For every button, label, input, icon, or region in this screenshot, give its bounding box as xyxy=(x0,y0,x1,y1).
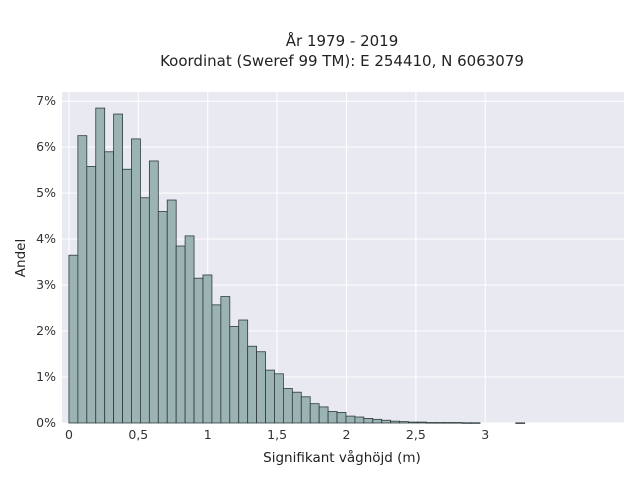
histogram-bar xyxy=(434,422,445,424)
x-tick-label: 0 xyxy=(65,427,73,442)
histogram-bar xyxy=(470,422,481,424)
histogram-bar xyxy=(247,345,258,424)
histogram-bar xyxy=(220,296,231,424)
histogram-bar xyxy=(336,412,347,424)
x-tick-label: 1,5 xyxy=(267,427,287,442)
histogram-bar xyxy=(86,166,97,424)
histogram-bar xyxy=(104,151,115,424)
y-tick-label: 5% xyxy=(36,185,56,200)
x-tick-label: 1 xyxy=(204,427,212,442)
histogram-bar xyxy=(443,422,454,424)
histogram-bar xyxy=(229,326,240,424)
y-tick-label: 2% xyxy=(36,323,56,338)
histogram-bar xyxy=(381,419,392,424)
histogram-bar xyxy=(354,416,365,424)
histogram-bar xyxy=(452,422,463,424)
y-axis-label: Andel xyxy=(13,239,29,277)
histogram-bar xyxy=(309,403,320,424)
histogram-bar xyxy=(157,211,168,424)
histogram-bar xyxy=(274,373,284,424)
histogram-bar xyxy=(68,254,79,424)
histogram-bar xyxy=(113,113,123,424)
y-tick-label: 1% xyxy=(36,369,56,384)
histogram-bar xyxy=(166,199,177,424)
histogram-bar xyxy=(140,197,150,424)
histogram-bar xyxy=(408,421,418,424)
histogram-bar xyxy=(175,245,186,424)
x-tick-label: 2,5 xyxy=(406,427,426,442)
histogram-bar xyxy=(193,277,204,424)
histogram-bar xyxy=(291,391,302,424)
y-tick-label: 3% xyxy=(36,277,56,292)
y-axis-ticks: 0% 1% 2% 3% 4% 5% 6% 7% xyxy=(36,93,56,430)
y-tick-label: 7% xyxy=(36,93,56,108)
histogram-bar xyxy=(515,422,526,424)
histogram-bar xyxy=(372,418,383,424)
histogram-bar xyxy=(425,422,436,424)
x-axis-ticks: 0 0,5 1 1,5 2 2,5 3 xyxy=(65,427,489,442)
y-tick-label: 0% xyxy=(36,415,56,430)
histogram-bar xyxy=(363,418,374,424)
histogram-bar xyxy=(256,351,266,424)
histogram-bars xyxy=(68,107,526,424)
histogram-bar xyxy=(345,415,356,424)
histogram-bar xyxy=(417,421,427,424)
histogram-bar xyxy=(77,135,88,424)
y-tick-label: 6% xyxy=(36,139,56,154)
histogram-bar xyxy=(327,411,338,424)
histogram-bar xyxy=(122,168,132,424)
chart-title-line-1: År 1979 - 2019 xyxy=(286,31,399,50)
histogram-bar xyxy=(300,396,311,424)
histogram-bar xyxy=(265,369,275,424)
histogram-bar xyxy=(131,138,141,424)
histogram-bar xyxy=(95,107,106,424)
x-tick-label: 2 xyxy=(342,427,350,442)
x-tick-label: 3 xyxy=(481,427,489,442)
histogram-bar xyxy=(202,274,213,424)
histogram-bar xyxy=(399,421,409,424)
histogram-bar xyxy=(318,406,329,424)
histogram-bar xyxy=(390,420,400,424)
y-tick-label: 4% xyxy=(36,231,56,246)
histogram-bar xyxy=(461,422,472,424)
histogram-bar xyxy=(283,388,293,424)
chart-title-line-2: Koordinat (Sweref 99 TM): E 254410, N 60… xyxy=(160,52,524,70)
histogram-bar xyxy=(238,319,249,424)
x-axis-label: Signifikant våghöjd (m) xyxy=(263,449,421,466)
x-tick-label: 0,5 xyxy=(128,427,148,442)
histogram-bar xyxy=(184,235,195,424)
histogram-bar xyxy=(148,160,159,424)
histogram-bar xyxy=(211,304,222,424)
